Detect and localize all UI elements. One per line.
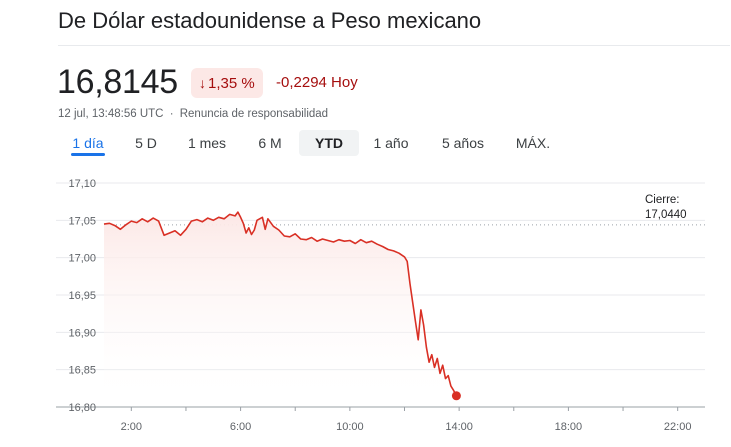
x-tick-label: 2:00 xyxy=(121,421,142,433)
x-tick-label: 6:00 xyxy=(230,421,251,433)
y-tick-label: 16,85 xyxy=(68,365,96,377)
arrow-down-icon: ↓ xyxy=(199,75,206,91)
y-tick-label: 16,90 xyxy=(68,327,96,339)
header-divider xyxy=(58,45,730,46)
current-price: 16,8145 xyxy=(57,63,178,101)
page-title: De Dólar estadounidense a Peso mexicano xyxy=(58,8,482,33)
y-tick-label: 17,10 xyxy=(68,178,96,190)
meta-separator: · xyxy=(169,108,174,120)
tab-max[interactable]: MÁX. xyxy=(515,135,551,151)
tab-1-year[interactable]: 1 año xyxy=(373,135,409,151)
tab-ytd[interactable]: YTD xyxy=(299,130,359,156)
percent-change-badge: ↓ 1,35 % xyxy=(191,68,263,98)
price-line xyxy=(103,211,458,397)
x-tick-label: 10:00 xyxy=(336,421,364,433)
y-tick-label: 17,05 xyxy=(68,215,96,227)
y-tick-label: 16,80 xyxy=(68,402,96,414)
quote-timestamp: 12 jul, 13:48:56 UTC xyxy=(58,108,164,120)
y-tick-label: 17,00 xyxy=(68,253,96,265)
label-layer: 17,10 17,05 17,00 16,95 16,90 16,85 16,80 2:00 6… xyxy=(68,178,691,433)
tab-6-months[interactable]: 6 M xyxy=(258,135,282,151)
tab-1-day[interactable]: 1 día xyxy=(70,130,106,156)
marks-layer xyxy=(103,211,461,401)
area-layer xyxy=(104,212,457,407)
x-tick-label: 14:00 xyxy=(445,421,473,433)
current-price-dot xyxy=(451,391,461,401)
previous-close-label: Cierre: xyxy=(645,194,680,206)
x-tick-label: 18:00 xyxy=(555,421,583,433)
y-tick-label: 16,95 xyxy=(68,290,96,302)
tab-5-years[interactable]: 5 años xyxy=(441,135,485,151)
x-tick-label: 22:00 xyxy=(664,421,692,433)
percent-change-value: 1,35 % xyxy=(208,74,255,92)
disclaimer-link[interactable]: Renuncia de responsabilidad xyxy=(179,108,329,120)
quote-metadata: 12 jul, 13:48:56 UTC · Renuncia de respo… xyxy=(58,108,328,120)
tab-1-month[interactable]: 1 mes xyxy=(187,135,227,151)
tab-5-days[interactable]: 5 D xyxy=(135,135,157,151)
previous-close-value: 17,0440 xyxy=(645,209,687,221)
price-area-fill xyxy=(104,212,457,407)
absolute-change: -0,2294 Hoy xyxy=(276,74,358,91)
